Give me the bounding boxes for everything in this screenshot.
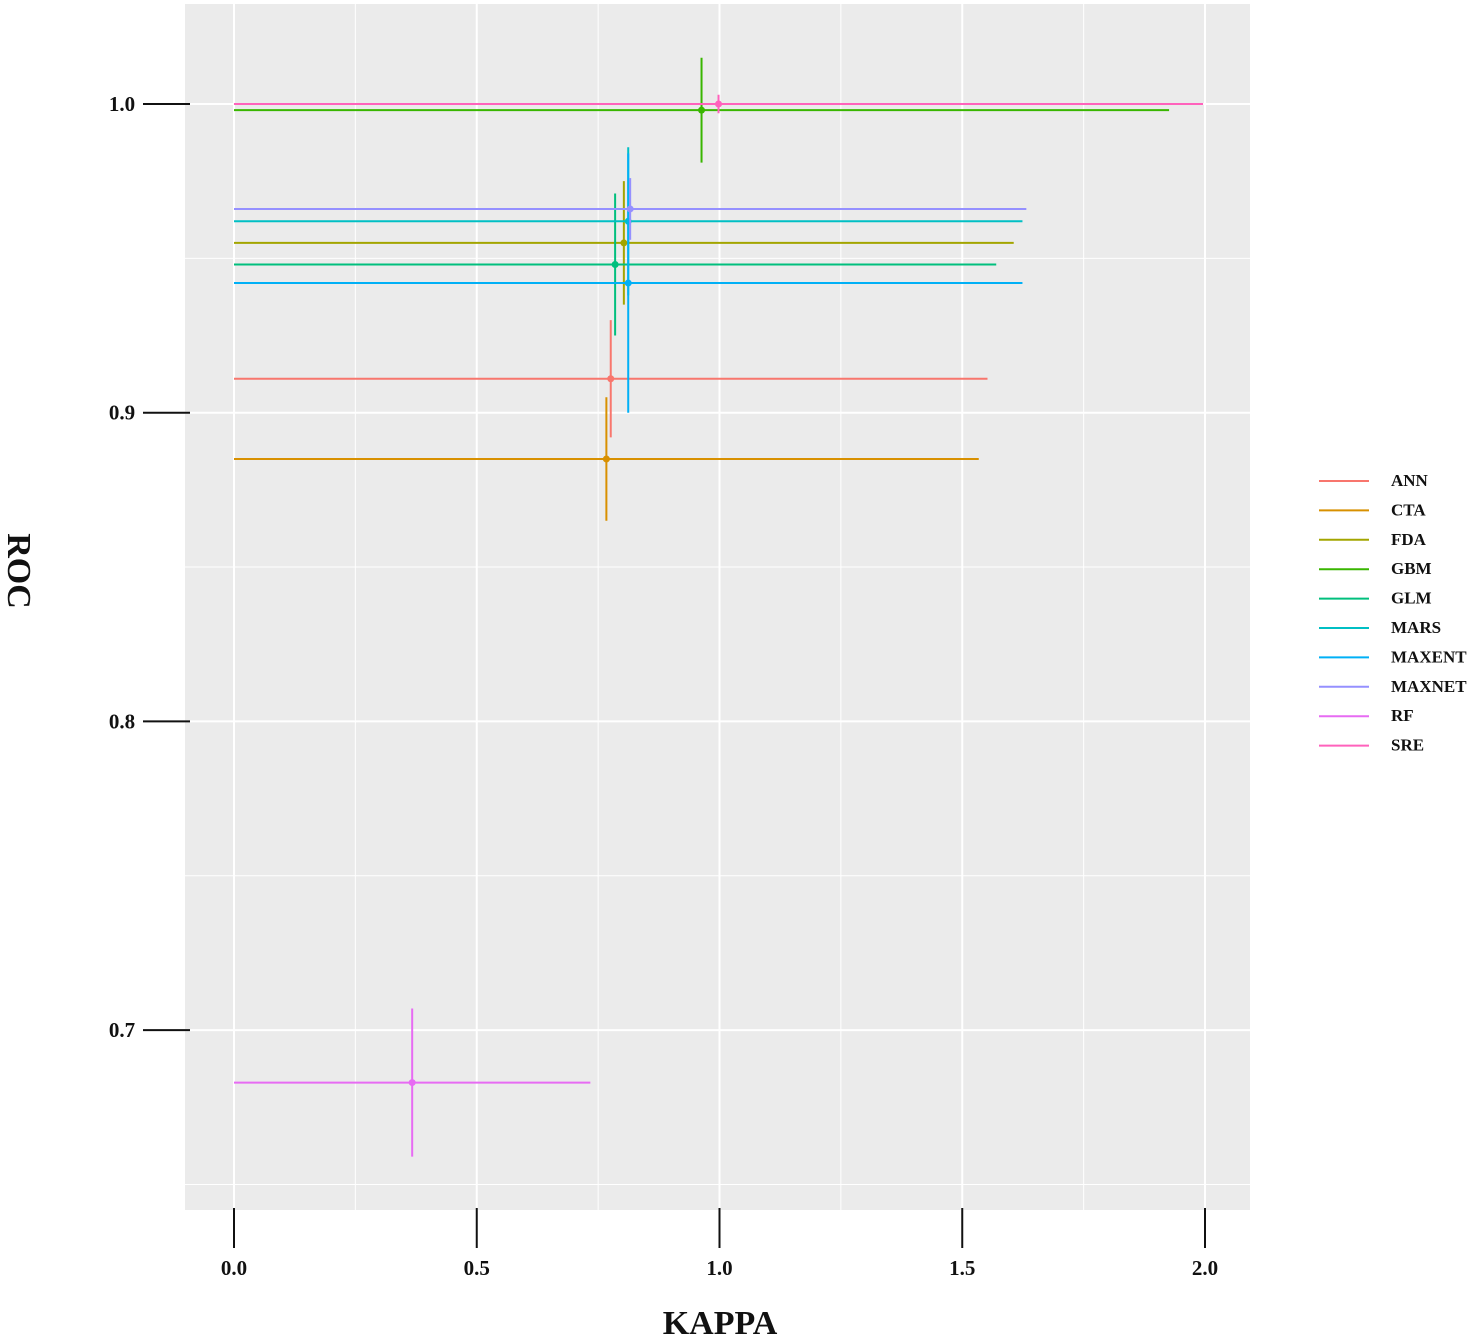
legend-label: MARS xyxy=(1391,618,1441,637)
series-ann xyxy=(234,320,988,438)
data-point xyxy=(611,261,619,269)
minor-gridlines xyxy=(185,4,1250,1210)
series-cta xyxy=(234,397,979,521)
legend-item-ann: ANN xyxy=(1319,471,1429,490)
legend-label: MAXENT xyxy=(1391,647,1467,666)
legend-item-maxnet: MAXNET xyxy=(1319,677,1467,696)
y-tick-label: 0.8 xyxy=(109,709,135,733)
data-point xyxy=(408,1079,416,1087)
data-point xyxy=(620,239,628,247)
y-tick-label: 0.9 xyxy=(109,401,135,425)
legend-item-gbm: GBM xyxy=(1319,559,1432,578)
x-tick-label: 0.5 xyxy=(464,1256,490,1280)
major-gridlines xyxy=(185,4,1250,1210)
legend-item-mars: MARS xyxy=(1319,618,1441,637)
legend-item-sre: SRE xyxy=(1319,736,1424,755)
y-tick-label: 0.7 xyxy=(109,1018,135,1042)
data-point xyxy=(602,455,610,463)
data-point xyxy=(715,100,723,108)
plot-panel xyxy=(185,4,1250,1210)
legend-item-cta: CTA xyxy=(1319,500,1426,519)
legend-label: SRE xyxy=(1391,736,1424,755)
series-rf xyxy=(234,1008,591,1157)
legend-label: GLM xyxy=(1391,589,1432,608)
legend-label: CTA xyxy=(1391,500,1426,519)
legend-label: ANN xyxy=(1391,471,1429,490)
legend-label: GBM xyxy=(1391,559,1432,578)
x-tick-label: 1.5 xyxy=(949,1256,975,1280)
series-fda xyxy=(234,181,1014,305)
x-axis-title: KAPPA xyxy=(663,1305,778,1338)
legend-item-rf: RF xyxy=(1319,706,1414,725)
legend-item-fda: FDA xyxy=(1319,530,1427,549)
series-gbm xyxy=(234,57,1170,163)
data-point xyxy=(624,279,632,287)
y-axis: 0.7 0.8 0.9 1.0 xyxy=(109,92,190,1042)
x-tick-label: 2.0 xyxy=(1192,1256,1218,1280)
data-point xyxy=(626,205,634,213)
data-point xyxy=(607,375,615,383)
x-tick-label: 0.0 xyxy=(221,1256,247,1280)
x-tick-label: 1.0 xyxy=(706,1256,732,1280)
y-tick-label: 1.0 xyxy=(109,92,135,116)
series-glm xyxy=(234,193,997,336)
legend-label: MAXNET xyxy=(1391,677,1467,696)
legend-item-maxent: MAXENT xyxy=(1319,647,1467,666)
series-maxnet xyxy=(234,178,1027,240)
legend-item-glm: GLM xyxy=(1319,589,1432,608)
x-axis: 0.0 0.5 1.0 1.5 2.0 xyxy=(221,1208,1218,1280)
series-layer xyxy=(234,57,1204,1157)
legend: ANN CTA FDA GBM GLM MARS MAXENT MAXNET RF SRE xyxy=(1319,471,1467,755)
legend-label: RF xyxy=(1391,706,1414,725)
data-point xyxy=(698,106,706,114)
series-maxent xyxy=(234,153,1023,413)
series-sre xyxy=(234,94,1204,114)
legend-label: FDA xyxy=(1391,530,1427,549)
y-axis-title: ROC xyxy=(0,533,37,609)
